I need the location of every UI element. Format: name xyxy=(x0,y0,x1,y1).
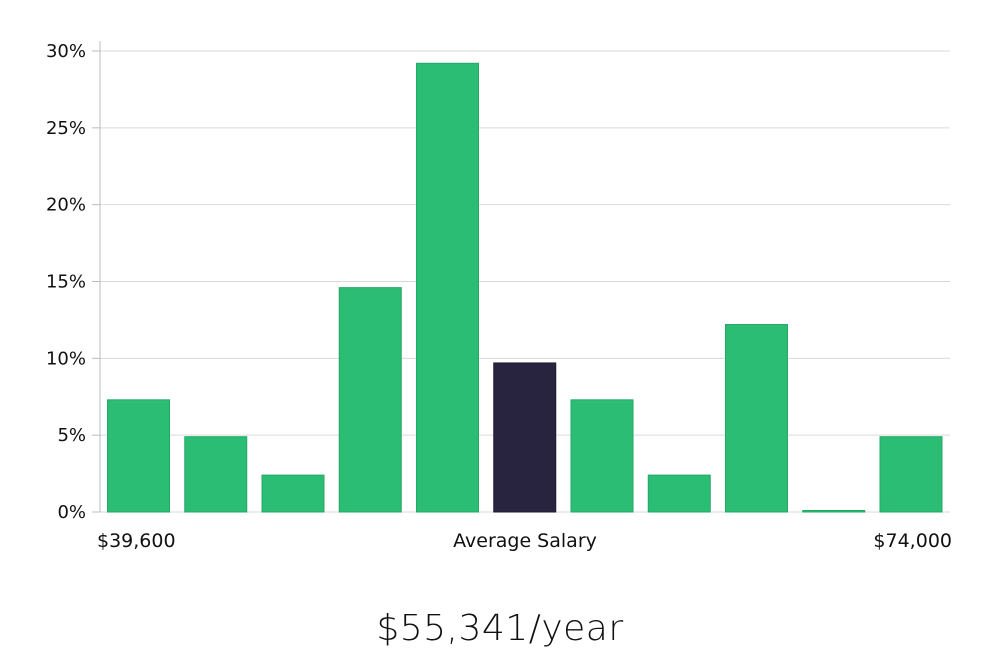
x-label-min: $39,600 xyxy=(97,530,176,552)
bar-average xyxy=(493,362,557,513)
y-tick-label: 5% xyxy=(57,425,86,446)
bar xyxy=(416,62,479,513)
y-tick-label: 0% xyxy=(57,502,86,523)
salary-histogram: 0% 5% 10% 15% 20% 25% 30% $39,600 Average Sala… xyxy=(46,41,952,552)
bar xyxy=(261,474,325,513)
y-tick-label: 25% xyxy=(46,118,86,139)
y-axis: 0% 5% 10% 15% 20% 25% 30% xyxy=(46,41,101,523)
x-label-average: Average Salary xyxy=(453,530,597,552)
bar xyxy=(184,436,248,513)
average-salary-value: $55,341/year xyxy=(376,608,624,649)
y-tick-label: 30% xyxy=(46,41,86,62)
grid-lines xyxy=(100,50,950,513)
x-label-max: $74,000 xyxy=(873,530,952,552)
bar xyxy=(879,436,943,513)
x-axis: $39,600 Average Salary $74,000 xyxy=(97,530,952,552)
y-tick-label: 15% xyxy=(46,272,86,293)
bar xyxy=(107,399,170,513)
bars xyxy=(107,62,943,513)
bar xyxy=(338,287,402,513)
bar xyxy=(647,474,711,513)
bar xyxy=(570,399,634,513)
y-tick-label: 10% xyxy=(46,348,86,369)
bar xyxy=(725,324,788,513)
bar xyxy=(802,510,866,513)
y-tick-label: 20% xyxy=(46,195,86,216)
